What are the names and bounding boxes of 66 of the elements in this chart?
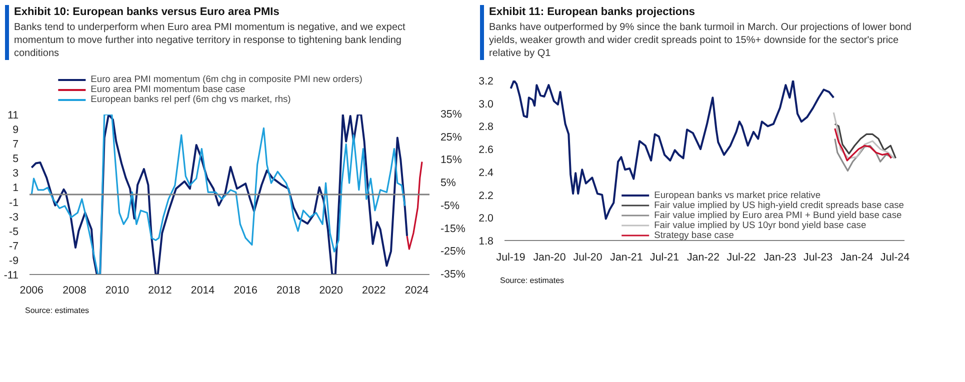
y-tick-label: 5 xyxy=(12,153,19,166)
y-tick-label: 2.0 xyxy=(478,212,494,225)
y-tick-label: 7 xyxy=(12,138,19,151)
line-series xyxy=(832,112,896,160)
y-tick-label: -7 xyxy=(9,240,19,252)
y-tick-label: 3 xyxy=(12,168,19,180)
x-tick-label: 2022 xyxy=(362,284,386,296)
y-tick-label: 1 xyxy=(12,182,19,194)
y-tick-label: 2.8 xyxy=(478,121,494,134)
line-series xyxy=(406,160,423,250)
x-tick-label: Jul-23 xyxy=(804,252,833,264)
legend-label: European banks vs market price relative xyxy=(654,190,821,200)
y-tick-label: 3.2 xyxy=(478,76,494,88)
legend-label: Fair value implied by US 10yr bond yield base case xyxy=(654,220,866,230)
legend-label: Fair value implied by US high-yield credit spreads base case xyxy=(654,200,904,210)
y-tick-label: -3 xyxy=(9,211,19,224)
x-tick-label: Jul-22 xyxy=(726,252,756,264)
x-tick-label: Jul-19 xyxy=(496,252,526,264)
x-tick-label: 2008 xyxy=(62,284,86,296)
y2-tick-label: -15% xyxy=(440,222,466,235)
legend-label: Euro area PMI momentum (6m chg in composite PMI new orders) xyxy=(90,74,362,84)
y-tick-label: 11 xyxy=(7,110,19,122)
y2-tick-label: -35% xyxy=(440,268,466,280)
x-tick-label: Jul-24 xyxy=(880,252,910,264)
x-tick-label: Jan-21 xyxy=(610,252,643,264)
x-tick-label: Jul-21 xyxy=(650,252,680,264)
chart-subtitle: Banks have outperformed by 9% since the bank turmoil in March. Our projections of lower bond yields, weaker growth and wider credit spreads point to 15%+ downside for the sector's price relative by Q1 xyxy=(489,20,912,60)
x-tick-label: 2020 xyxy=(319,284,344,296)
y2-tick-label: 5% xyxy=(440,177,456,190)
y-tick-label: 1.8 xyxy=(478,236,494,248)
x-tick-label: 2006 xyxy=(20,284,44,296)
chart-title: Exhibit 11: European banks projections xyxy=(489,5,696,20)
chart-title: Exhibit 10: European banks versus Euro area PMIs xyxy=(14,5,280,20)
y-tick-label: 9 xyxy=(12,124,19,136)
y2-tick-label: 35% xyxy=(440,108,462,120)
line-series xyxy=(834,138,894,172)
x-tick-label: Jan-23 xyxy=(764,252,796,264)
y2-tick-label: 15% xyxy=(440,154,462,166)
x-tick-label: 2024 xyxy=(404,284,429,296)
legend-label: European banks rel perf (6m chg vs market, rhs) xyxy=(90,94,291,104)
x-tick-label: 2016 xyxy=(234,284,258,296)
x-tick-label: Jan-22 xyxy=(686,252,720,264)
y-tick-label: 3.0 xyxy=(478,98,494,110)
source-note: Source: estimates xyxy=(499,275,564,286)
x-tick-label: Jan-20 xyxy=(533,252,566,264)
y-tick-label: 2.2 xyxy=(478,190,494,202)
y2-tick-label: 25% xyxy=(440,131,462,144)
y2-tick-label: -5% xyxy=(440,200,460,212)
x-tick-label: Jan-24 xyxy=(840,252,874,264)
legend-label: Strategy base case xyxy=(654,230,734,240)
x-tick-label: Jul-20 xyxy=(573,252,602,264)
source-note: Source: estimates xyxy=(24,305,90,316)
y-tick-label: -1 xyxy=(9,196,19,209)
legend-label: Fair value implied by Euro area PMI + Bund yield base case xyxy=(654,210,902,220)
y-tick-label: -5 xyxy=(9,226,19,238)
legend-label: Euro area PMI momentum base case xyxy=(90,84,246,94)
x-tick-label: 2014 xyxy=(190,284,215,296)
y-tick-label: -11 xyxy=(4,270,19,282)
y2-tick-label: -25% xyxy=(440,246,466,258)
y-tick-label: 2.6 xyxy=(478,144,494,156)
x-tick-label: 2012 xyxy=(148,284,172,296)
x-tick-label: 2018 xyxy=(276,284,300,296)
chart-subtitle: Banks tend to underperform when Euro area PMI momentum is negative, and we expect momentum to move further into negative territory in response to tightening bank lending conditions xyxy=(14,20,406,60)
y-tick-label: 2.4 xyxy=(478,166,494,179)
y-tick-label: -9 xyxy=(9,254,19,267)
x-tick-label: 2010 xyxy=(105,284,130,296)
